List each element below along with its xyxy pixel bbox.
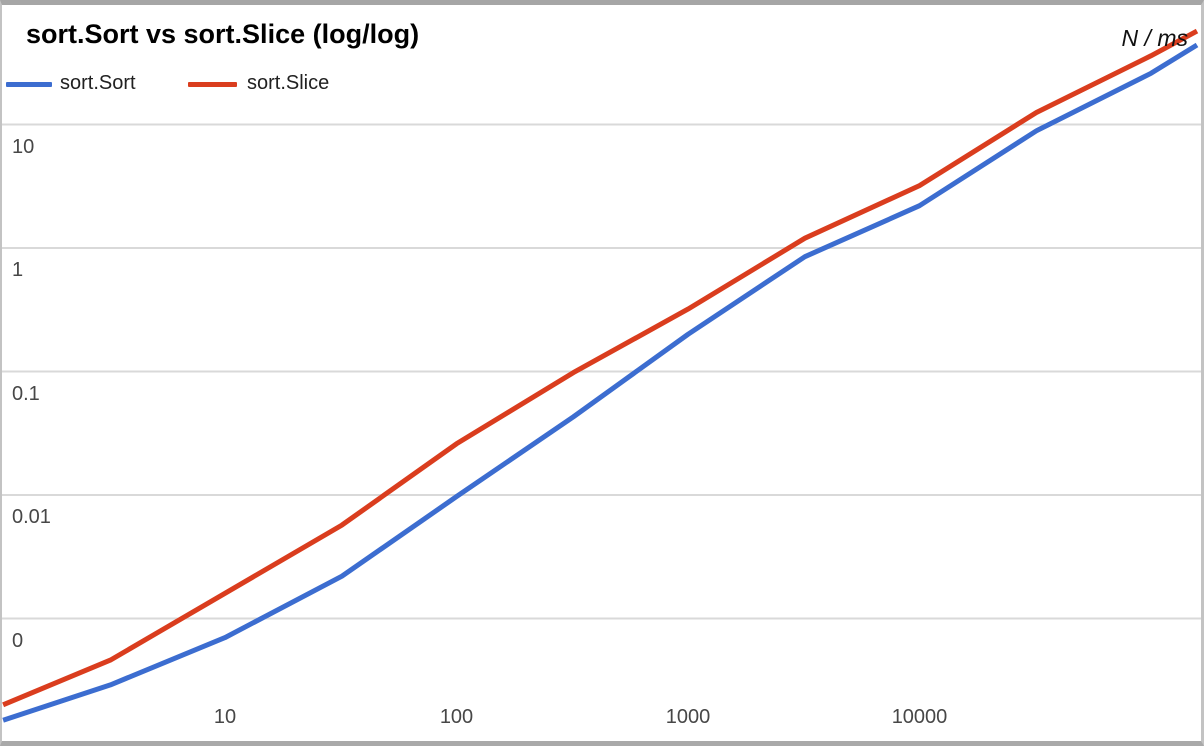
series-line-sort-sort (2, 42, 1199, 723)
legend-label-sort-sort: sort.Sort (60, 72, 136, 94)
y-tick-label: 1 (12, 259, 24, 281)
y-tick-label: 0.1 (12, 382, 40, 405)
y-tick-label: 0 (12, 629, 24, 652)
y-tick-label: 10 (12, 135, 35, 158)
series-line-sort-slice (2, 28, 1199, 708)
axis-unit-label: N / ms (1121, 25, 1188, 51)
x-tick-label: 10 (213, 706, 237, 728)
legend-swatch-sort-slice (188, 82, 237, 87)
chart-title: sort.Sort vs sort.Slice (log/log) (26, 19, 420, 49)
x-tick-label: 1000 (665, 706, 711, 728)
x-tick-label: 100 (439, 706, 474, 728)
legend-swatch-sort-sort (6, 82, 52, 87)
x-tick-label: 10000 (891, 706, 948, 728)
y-tick-label: 0.01 (12, 506, 51, 528)
legend-label-sort-slice: sort.Slice (247, 72, 330, 94)
